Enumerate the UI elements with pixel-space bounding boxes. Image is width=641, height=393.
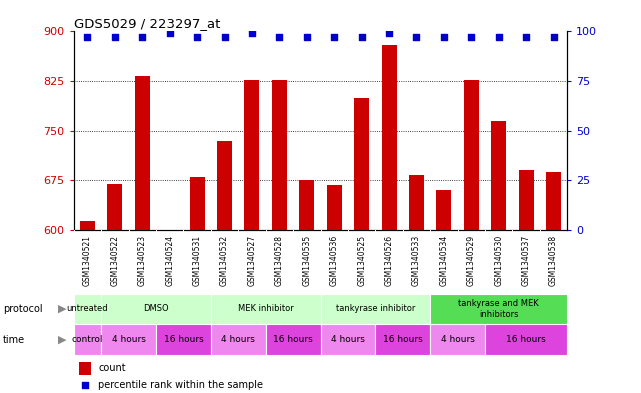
Text: GSM1340537: GSM1340537 <box>522 235 531 286</box>
Bar <box>244 80 260 230</box>
Bar <box>265 324 320 355</box>
Point <box>137 34 147 40</box>
Bar <box>327 185 342 230</box>
Bar <box>74 294 101 324</box>
Bar <box>320 324 376 355</box>
Bar <box>430 294 567 324</box>
Bar <box>156 324 211 355</box>
Point <box>192 34 203 40</box>
Bar <box>211 324 265 355</box>
Text: GSM1340522: GSM1340522 <box>110 235 119 286</box>
Text: GSM1340525: GSM1340525 <box>357 235 366 286</box>
Bar <box>354 97 369 230</box>
Bar <box>101 324 156 355</box>
Point <box>549 34 559 40</box>
Point <box>466 34 476 40</box>
Point <box>302 34 312 40</box>
Text: GSM1340534: GSM1340534 <box>439 235 449 286</box>
Bar <box>485 324 567 355</box>
Text: GSM1340529: GSM1340529 <box>467 235 476 286</box>
Bar <box>381 45 397 230</box>
Point <box>521 34 531 40</box>
Bar <box>79 362 91 375</box>
Bar <box>211 294 320 324</box>
Text: GSM1340521: GSM1340521 <box>83 235 92 286</box>
Point <box>219 34 229 40</box>
Point <box>274 34 285 40</box>
Text: MEK inhibitor: MEK inhibitor <box>238 305 294 313</box>
Bar <box>430 324 485 355</box>
Bar <box>409 175 424 230</box>
Text: 4 hours: 4 hours <box>112 335 146 344</box>
Text: tankyrase and MEK
inhibitors: tankyrase and MEK inhibitors <box>458 299 539 319</box>
Text: GSM1340524: GSM1340524 <box>165 235 174 286</box>
Text: percentile rank within the sample: percentile rank within the sample <box>99 380 263 390</box>
Point <box>82 34 92 40</box>
Bar <box>74 324 101 355</box>
Bar <box>519 171 534 230</box>
Text: tankyrase inhibitor: tankyrase inhibitor <box>336 305 415 313</box>
Point <box>329 34 339 40</box>
Text: GSM1340533: GSM1340533 <box>412 235 421 286</box>
Text: GSM1340531: GSM1340531 <box>192 235 202 286</box>
Bar <box>107 184 122 230</box>
Point <box>438 34 449 40</box>
Bar <box>546 172 561 230</box>
Text: protocol: protocol <box>3 304 43 314</box>
Text: 4 hours: 4 hours <box>440 335 474 344</box>
Text: 16 hours: 16 hours <box>506 335 546 344</box>
Text: control: control <box>72 335 103 344</box>
Bar <box>272 81 287 230</box>
Text: 16 hours: 16 hours <box>273 335 313 344</box>
Bar <box>464 80 479 230</box>
Text: ▶: ▶ <box>58 334 67 345</box>
Bar <box>437 190 451 230</box>
Bar <box>135 76 150 230</box>
Bar <box>299 180 314 230</box>
Text: GSM1340523: GSM1340523 <box>138 235 147 286</box>
Point <box>384 30 394 37</box>
Bar <box>491 121 506 230</box>
Bar <box>376 324 430 355</box>
Text: GSM1340528: GSM1340528 <box>275 235 284 286</box>
Bar <box>217 141 232 230</box>
Text: GSM1340536: GSM1340536 <box>329 235 338 286</box>
Text: 4 hours: 4 hours <box>221 335 255 344</box>
Text: time: time <box>3 334 26 345</box>
Point <box>110 34 120 40</box>
Bar <box>190 177 204 230</box>
Text: 16 hours: 16 hours <box>163 335 203 344</box>
Text: count: count <box>99 363 126 373</box>
Text: 16 hours: 16 hours <box>383 335 422 344</box>
Point <box>165 30 175 37</box>
Text: GSM1340538: GSM1340538 <box>549 235 558 286</box>
Text: GDS5029 / 223297_at: GDS5029 / 223297_at <box>74 17 220 30</box>
Bar <box>320 294 430 324</box>
Text: GSM1340530: GSM1340530 <box>494 235 503 286</box>
Point <box>412 34 422 40</box>
Bar <box>101 294 211 324</box>
Text: GSM1340526: GSM1340526 <box>385 235 394 286</box>
Text: GSM1340527: GSM1340527 <box>247 235 256 286</box>
Text: GSM1340532: GSM1340532 <box>220 235 229 286</box>
Text: DMSO: DMSO <box>143 305 169 313</box>
Point <box>79 382 90 388</box>
Point <box>247 30 257 37</box>
Bar <box>80 221 95 230</box>
Point <box>494 34 504 40</box>
Text: 4 hours: 4 hours <box>331 335 365 344</box>
Text: GSM1340535: GSM1340535 <box>303 235 312 286</box>
Point <box>356 34 367 40</box>
Text: ▶: ▶ <box>58 304 67 314</box>
Text: untreated: untreated <box>67 305 108 313</box>
